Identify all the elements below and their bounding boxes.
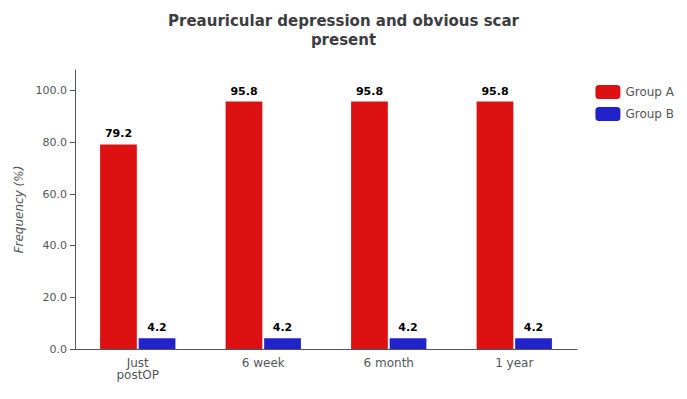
svg-text:4.2: 4.2 <box>524 321 544 334</box>
svg-text:20.0: 20.0 <box>43 291 68 304</box>
svg-text:95.8: 95.8 <box>481 85 508 98</box>
svg-text:0.0: 0.0 <box>50 343 68 356</box>
svg-text:6 month: 6 month <box>364 356 414 370</box>
svg-text:95.8: 95.8 <box>230 85 257 98</box>
svg-text:1 year: 1 year <box>495 356 533 370</box>
svg-text:40.0: 40.0 <box>43 239 68 252</box>
svg-text:4.2: 4.2 <box>398 321 418 334</box>
svg-text:100.0: 100.0 <box>36 84 68 97</box>
svg-text:Group B: Group B <box>625 107 674 121</box>
svg-text:Frequency (%): Frequency (%) <box>12 166 26 254</box>
svg-text:Just: Just <box>126 356 149 370</box>
svg-text:4.2: 4.2 <box>147 321 167 334</box>
svg-text:Preauricular depression and ob: Preauricular depression and obvious scar <box>168 12 520 30</box>
svg-text:79.2: 79.2 <box>105 127 132 140</box>
svg-text:6 week: 6 week <box>242 356 285 370</box>
svg-text:postOP: postOP <box>116 368 159 382</box>
svg-text:95.8: 95.8 <box>356 85 383 98</box>
svg-text:80.0: 80.0 <box>43 136 68 149</box>
svg-text:4.2: 4.2 <box>273 321 293 334</box>
svg-text:present: present <box>311 31 376 49</box>
svg-text:Group A: Group A <box>625 85 674 99</box>
svg-text:60.0: 60.0 <box>43 188 68 201</box>
